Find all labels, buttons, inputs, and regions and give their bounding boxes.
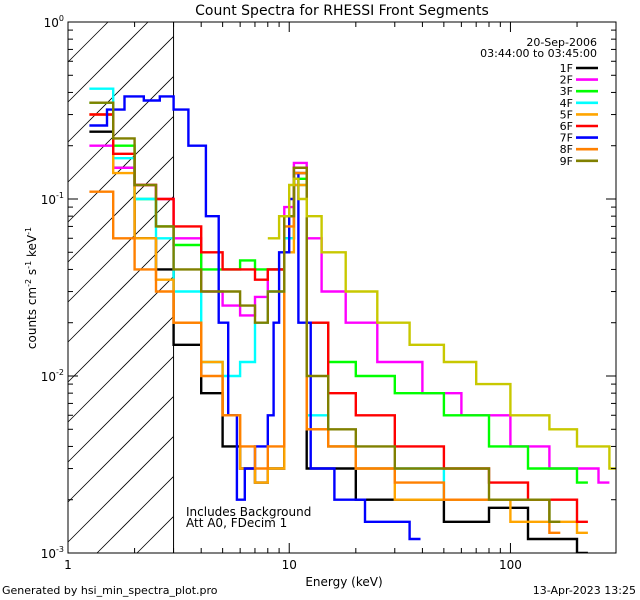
series-1f xyxy=(89,130,588,553)
hatch-line-3 xyxy=(67,76,174,183)
series-2f xyxy=(89,144,610,484)
legend-label-3f: 3F xyxy=(560,85,573,98)
series-7f xyxy=(89,95,421,541)
timestamp-text: 13-Apr-2023 13:25 xyxy=(533,584,636,597)
axis-ticks: 1 10 100 100 10-1 10-2 10-3 xyxy=(41,14,617,572)
hatch-line-12 xyxy=(67,436,174,543)
series-4f xyxy=(89,87,561,523)
series-6f xyxy=(89,113,588,523)
series-layer xyxy=(89,87,616,553)
hatch-line-0 xyxy=(67,21,109,63)
attenuator-hatch-region xyxy=(67,21,175,554)
hatch-line-4 xyxy=(67,116,174,223)
legend-label-2f: 2F xyxy=(560,74,573,87)
x-tick-label-0: 1 xyxy=(64,558,72,572)
annotation-background: Includes Background xyxy=(186,505,311,519)
hatch-line-8 xyxy=(67,276,174,383)
y-tick-label-3: 10-3 xyxy=(41,545,64,561)
legend-label-8f: 8F xyxy=(560,143,573,156)
generated-by-text: Generated by hsi_min_spectra_plot.pro xyxy=(2,584,218,597)
hatch-line-14 xyxy=(136,516,174,554)
y-tick-label-2: 10-2 xyxy=(41,368,64,384)
legend-label-5f: 5F xyxy=(560,108,573,121)
legend-label-9f: 9F xyxy=(560,155,573,168)
plot-frame xyxy=(67,21,617,554)
date-text: 20-Sep-2006 xyxy=(526,36,597,49)
series-unlabeled-9 xyxy=(267,177,616,470)
hatch-line-2 xyxy=(67,36,174,143)
hatch-line-7 xyxy=(67,236,174,343)
series-8f xyxy=(89,171,561,534)
y-axis-label: counts cm-2 s-1 keV-1 xyxy=(24,227,39,349)
annotation-attenuator: Att A0, FDecim 1 xyxy=(186,516,287,530)
hatch-line-1 xyxy=(67,21,149,103)
time-range-text: 03:44:00 to 03:45:00 xyxy=(480,47,597,60)
hatch-line-9 xyxy=(67,316,174,423)
x-tick-label-1: 10 xyxy=(282,558,297,572)
hatch-line-6 xyxy=(67,196,174,303)
legend-label-6f: 6F xyxy=(560,120,573,133)
x-tick-label-2: 100 xyxy=(499,558,522,572)
x-axis-label: Energy (keV) xyxy=(305,575,382,589)
legend-label-4f: 4F xyxy=(560,97,573,110)
y-tick-label-0: 100 xyxy=(44,14,64,30)
legend-label-1f: 1F xyxy=(560,62,573,75)
chart-title: Count Spectra for RHESSI Front Segments xyxy=(195,3,489,19)
hatch-line-5 xyxy=(67,156,174,263)
legend-label-7f: 7F xyxy=(560,132,573,145)
y-tick-label-1: 10-1 xyxy=(41,191,64,207)
series-5f xyxy=(89,113,588,534)
hatch-line-10 xyxy=(67,356,174,463)
hatch-line-11 xyxy=(67,396,174,503)
series-9f xyxy=(89,101,561,523)
hatch-line-13 xyxy=(96,476,174,554)
